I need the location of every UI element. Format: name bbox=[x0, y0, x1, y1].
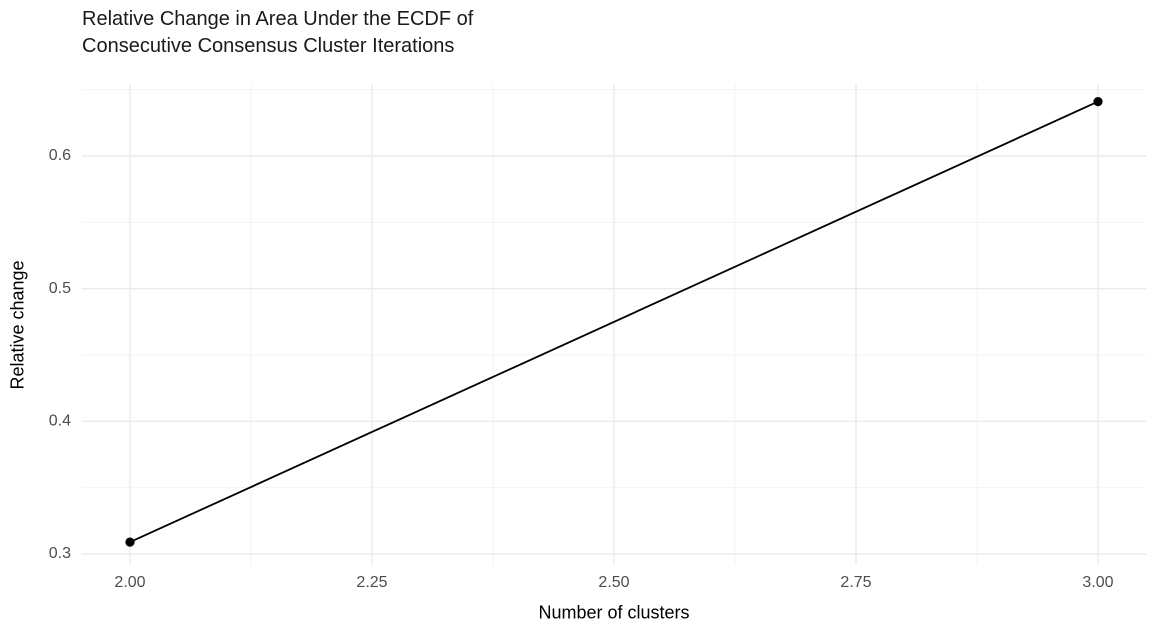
x-tick-label: 3.00 bbox=[1082, 574, 1113, 591]
y-tick-label: 0.5 bbox=[49, 280, 71, 297]
x-tick-label: 2.00 bbox=[114, 574, 145, 591]
x-axis-title: Number of clusters bbox=[538, 602, 690, 623]
x-tick-label: 2.50 bbox=[598, 574, 629, 591]
chart-title-line-2: Consecutive Consensus Cluster Iterations bbox=[82, 35, 455, 57]
data-point bbox=[1093, 97, 1103, 107]
x-tick-label: 2.25 bbox=[356, 574, 387, 591]
y-tick-label: 0.6 bbox=[49, 147, 71, 164]
data-point bbox=[125, 537, 135, 547]
y-tick-label: 0.4 bbox=[49, 413, 71, 430]
y-tick-label: 0.3 bbox=[49, 545, 71, 562]
x-tick-label: 2.75 bbox=[840, 574, 871, 591]
data-line bbox=[129, 100, 1099, 543]
chart-title: Relative Change in Area Under the ECDF o… bbox=[82, 6, 473, 60]
chart-title-line-1: Relative Change in Area Under the ECDF o… bbox=[82, 8, 474, 30]
